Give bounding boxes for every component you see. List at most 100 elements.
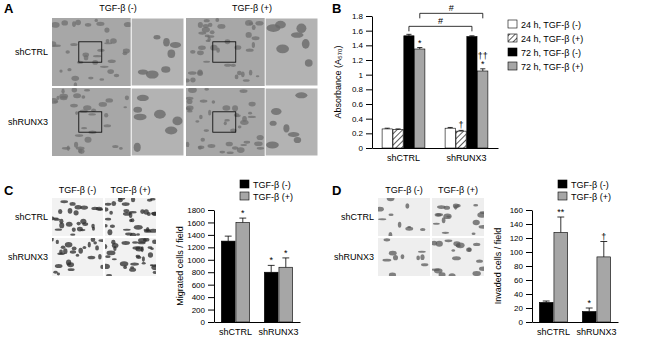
tick-label: 1600 bbox=[187, 219, 205, 228]
cell-shape bbox=[104, 27, 109, 32]
y-axis: 020406080100120140160 bbox=[510, 206, 533, 327]
tick-mark bbox=[366, 60, 372, 61]
cell-shape bbox=[67, 262, 74, 267]
cell-shape bbox=[243, 79, 250, 81]
bar bbox=[264, 272, 278, 322]
cell-shape bbox=[389, 251, 397, 256]
y-tick: 80 bbox=[514, 262, 532, 271]
y-tick: 60 bbox=[514, 276, 532, 285]
cell-shape bbox=[222, 105, 230, 110]
cell-shape-zoom bbox=[167, 49, 175, 57]
cell-shape bbox=[95, 245, 99, 250]
legend-swatch bbox=[508, 34, 517, 42]
annotations: †**†† bbox=[418, 38, 488, 131]
cell-shape bbox=[219, 151, 225, 154]
category-label: shCTRL bbox=[387, 153, 420, 163]
cell-shape bbox=[56, 96, 59, 100]
cell-shape-zoom bbox=[154, 35, 161, 39]
cell-shape bbox=[138, 238, 147, 243]
bar bbox=[236, 222, 250, 322]
error-bar bbox=[239, 218, 246, 222]
tick-label: 20 bbox=[514, 304, 523, 313]
cell-shape bbox=[217, 24, 225, 29]
cell-shape bbox=[153, 271, 156, 274]
annotations: *** bbox=[241, 208, 288, 265]
y-tick: 1 bbox=[359, 71, 372, 80]
legend: TGF-β (-)TGF-β (+) bbox=[240, 180, 293, 202]
panel-label: D bbox=[332, 183, 341, 198]
x-tick: shRUNX3 bbox=[446, 153, 486, 163]
error-stem bbox=[228, 236, 229, 241]
tick-mark bbox=[526, 210, 532, 211]
cell-shape bbox=[60, 200, 68, 203]
y-tick: 1200 bbox=[187, 243, 214, 252]
cell-shape bbox=[387, 198, 395, 201]
cell-shape-zoom bbox=[163, 38, 170, 47]
error-cap bbox=[469, 35, 474, 36]
cell-shape bbox=[112, 145, 118, 148]
tick-mark bbox=[208, 222, 214, 223]
cell-shape-zoom bbox=[154, 110, 166, 119]
error-bar bbox=[586, 308, 593, 312]
cell-shape bbox=[186, 106, 194, 111]
x-tick: shCTRL bbox=[387, 153, 420, 163]
cell-shape bbox=[188, 88, 197, 93]
cell-shape bbox=[98, 208, 103, 210]
error-bar bbox=[225, 236, 232, 241]
cell-shape bbox=[226, 142, 233, 147]
cell-shape bbox=[199, 115, 203, 119]
x-tick: shCTRL bbox=[537, 327, 570, 337]
y-tick: 0.8 bbox=[352, 85, 372, 94]
zoom-box bbox=[79, 112, 102, 132]
cell-shape bbox=[227, 151, 234, 154]
micrograph bbox=[52, 18, 184, 86]
cell-shape bbox=[52, 41, 56, 47]
y-tick: 1800 bbox=[187, 206, 214, 215]
cell-shape bbox=[81, 127, 87, 129]
bar bbox=[404, 36, 414, 148]
y-tick: 0 bbox=[201, 318, 214, 327]
x-tick: shRUNX3 bbox=[258, 327, 298, 337]
bar bbox=[445, 128, 455, 148]
tick-mark bbox=[366, 133, 372, 134]
cell-shape bbox=[114, 74, 120, 77]
cell-shape bbox=[78, 149, 84, 154]
cell-shape bbox=[105, 224, 108, 227]
y-tick: 40 bbox=[514, 290, 532, 299]
tick-mark bbox=[526, 294, 532, 295]
micrograph-bg bbox=[52, 18, 184, 86]
row-label: shRUNX3 bbox=[334, 252, 374, 262]
cell-shape bbox=[389, 273, 396, 276]
error-bar bbox=[396, 128, 401, 130]
y-tick: 600 bbox=[192, 281, 214, 290]
bar bbox=[221, 241, 235, 322]
tick-mark bbox=[366, 75, 372, 76]
tick-mark bbox=[208, 297, 214, 298]
error-stem bbox=[560, 217, 561, 232]
micrograph bbox=[378, 238, 430, 276]
y-tick: 160 bbox=[510, 206, 532, 215]
bar bbox=[582, 312, 596, 323]
cell-shape bbox=[405, 203, 409, 208]
row-label: shRUNX3 bbox=[8, 252, 48, 262]
cell-shape bbox=[55, 264, 63, 268]
tick-mark bbox=[366, 119, 372, 120]
cell-shape bbox=[60, 96, 68, 100]
bar bbox=[456, 131, 466, 148]
cell-shape bbox=[147, 199, 152, 202]
error-cap bbox=[448, 127, 453, 128]
axis-line bbox=[373, 148, 499, 149]
cell-shape bbox=[61, 246, 66, 249]
cell-shape-zoom bbox=[270, 121, 277, 126]
cell-shape bbox=[70, 234, 75, 236]
category-label: shRUNX3 bbox=[258, 327, 298, 337]
cell-shape bbox=[451, 249, 455, 251]
cell-shape bbox=[198, 22, 203, 28]
y-axis: 020040060080010001200140016001800 bbox=[187, 206, 214, 327]
error-bar bbox=[469, 35, 474, 37]
micrograph-bg bbox=[186, 18, 318, 86]
cell-shape bbox=[59, 223, 64, 229]
legend-label: TGF-β (-) bbox=[571, 180, 609, 190]
cell-shape bbox=[473, 243, 480, 246]
cell-shape bbox=[244, 141, 251, 144]
